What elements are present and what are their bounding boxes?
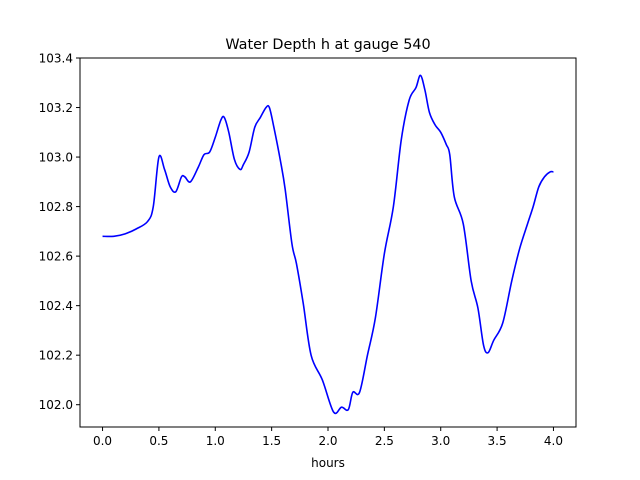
x-tick-label: 3.5 [488, 434, 507, 448]
x-tick-label: 1.0 [206, 434, 225, 448]
chart-title: Water Depth h at gauge 540 [225, 37, 430, 53]
y-tick-label: 103.2 [39, 101, 73, 115]
x-tick-label: 3.0 [431, 434, 450, 448]
y-tick-label: 103.4 [39, 52, 73, 66]
x-tick-label: 0.5 [149, 434, 168, 448]
y-tick-label: 102.8 [39, 200, 73, 214]
y-axis: 102.0 102.2 102.4 102.6 102.8 103.0 103.2 103.4 [39, 52, 80, 412]
series-layer [102, 74, 554, 415]
y-tick-label: 102.4 [39, 299, 73, 313]
x-tick-label: 2.0 [318, 434, 337, 448]
x-axis-label: hours [311, 456, 345, 470]
y-tick-label: 102.0 [39, 398, 73, 412]
y-tick-label: 102.6 [39, 250, 73, 264]
x-tick-label: 2.5 [375, 434, 394, 448]
y-tick-label: 103.0 [39, 151, 73, 165]
series-line-0 [102, 74, 554, 415]
x-axis: 0.0 0.5 1.0 1.5 2.0 2.5 3.0 3.5 4.0 [93, 427, 563, 448]
x-tick-label: 0.0 [93, 434, 112, 448]
x-tick-label: 1.5 [262, 434, 281, 448]
x-tick-label: 4.0 [544, 434, 563, 448]
y-tick-label: 102.2 [39, 349, 73, 363]
